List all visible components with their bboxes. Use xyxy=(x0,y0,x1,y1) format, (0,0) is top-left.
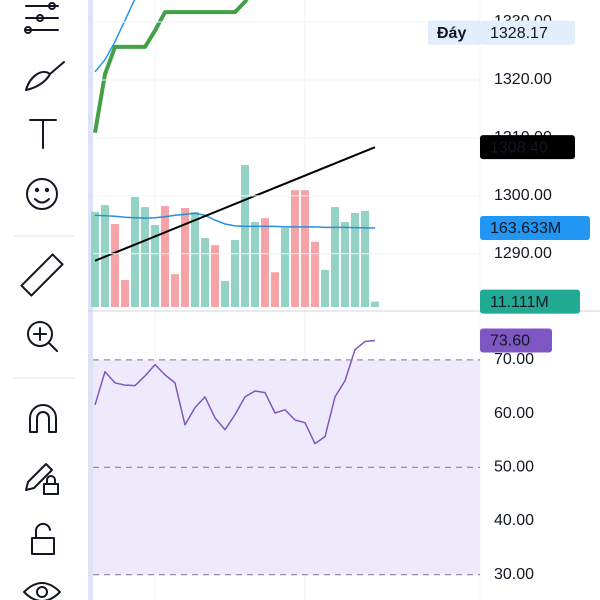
axis-value-label: 163.633M xyxy=(490,220,561,237)
axis-labels: Đáy 1328.17 1308.40 163.633M 11.111M 73.60 xyxy=(428,20,590,353)
volume-bar xyxy=(341,222,349,307)
volume-bar xyxy=(161,206,169,307)
price-tick-label: 1320.00 xyxy=(494,71,552,88)
lock-drawings-tool[interactable] xyxy=(25,463,59,495)
price-line xyxy=(93,0,249,134)
indicators-tool[interactable] xyxy=(24,2,59,34)
price-tick-label: 1300.00 xyxy=(494,187,552,204)
volume-bar xyxy=(361,210,369,307)
rsi-line xyxy=(94,339,376,445)
volume-bar xyxy=(171,274,179,307)
volume-bar xyxy=(111,223,119,307)
volume-pane xyxy=(91,165,379,307)
axis-value-box xyxy=(480,216,590,241)
text-tool[interactable] xyxy=(29,119,57,149)
volume-bar xyxy=(91,211,99,307)
volume-bar xyxy=(281,227,289,307)
volume-bar xyxy=(221,280,229,307)
volume-bar xyxy=(271,272,279,307)
volume-bar xyxy=(291,190,299,307)
pane-edge xyxy=(88,0,93,600)
volume-bar xyxy=(201,237,209,307)
volume-bar xyxy=(371,301,379,307)
volume-ma-line xyxy=(94,212,376,229)
rsi-tick-label: 60.00 xyxy=(494,405,534,422)
brush-tool[interactable] xyxy=(25,61,65,91)
rsi-tick-label: 50.00 xyxy=(494,459,534,476)
volume-bar xyxy=(311,241,319,307)
volume-bar xyxy=(211,245,219,307)
price-line xyxy=(94,0,136,73)
axis-value-box xyxy=(480,135,575,160)
trend-line xyxy=(94,146,376,262)
volume-bar xyxy=(151,224,159,307)
volume-bar xyxy=(121,279,129,307)
volume-bar xyxy=(231,239,239,307)
volume-bar xyxy=(321,269,329,307)
volume-bar xyxy=(141,207,149,307)
magnet-tool[interactable] xyxy=(29,404,57,433)
axis-title-box xyxy=(428,20,480,45)
volume-bar xyxy=(181,208,189,307)
volume-bar xyxy=(241,165,249,307)
axis-value-label: 11.111M xyxy=(490,294,549,311)
toolbar xyxy=(14,2,74,600)
visibility-tool[interactable] xyxy=(23,582,61,600)
axis-value-box xyxy=(480,20,575,45)
rsi-tick-label: 40.00 xyxy=(494,512,534,529)
volume-bar xyxy=(261,218,269,307)
rsi-pane xyxy=(93,339,480,576)
volume-bar xyxy=(251,222,259,307)
ruler-tool[interactable] xyxy=(20,253,64,297)
price-pane xyxy=(93,0,480,262)
unlock-tool[interactable] xyxy=(31,522,55,555)
axis-value-label: 1308.40 xyxy=(490,139,548,156)
volume-bar xyxy=(191,211,199,307)
emoji-tool[interactable] xyxy=(26,178,58,210)
axis-value-label: 1328.17 xyxy=(490,25,548,42)
axis-value-box xyxy=(480,289,580,314)
zoom-tool[interactable] xyxy=(27,321,58,352)
volume-bar xyxy=(131,196,139,307)
volume-bar xyxy=(301,190,309,307)
axis-value-box xyxy=(480,328,552,353)
volume-bar xyxy=(351,212,359,307)
rsi-tick-label: 70.00 xyxy=(494,351,534,368)
price-tick-label: 1290.00 xyxy=(494,245,552,262)
axis-value-label: 73.60 xyxy=(490,333,530,350)
rsi-tick-label: 30.00 xyxy=(494,566,534,583)
axis-value-title: Đáy xyxy=(437,25,466,42)
volume-bar xyxy=(331,207,339,307)
